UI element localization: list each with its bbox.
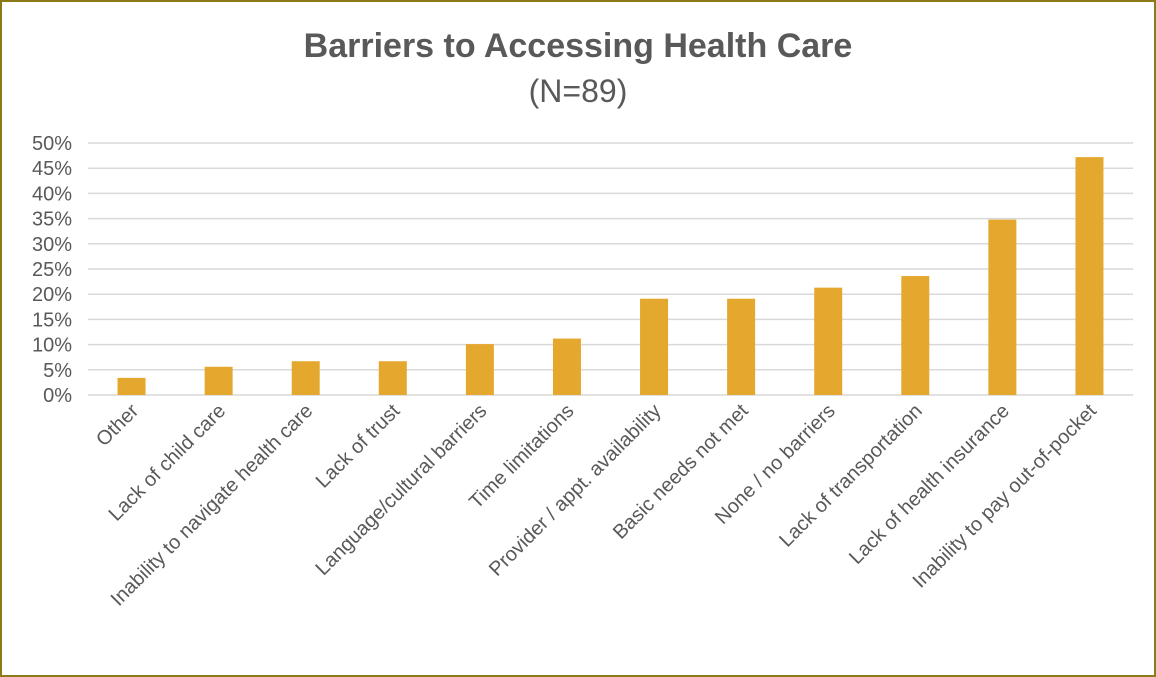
y-tick-label: 5% bbox=[43, 360, 72, 382]
y-tick-label: 50% bbox=[32, 133, 72, 155]
y-tick-label: 30% bbox=[32, 234, 72, 256]
y-tick-label: 15% bbox=[32, 309, 72, 331]
bar bbox=[117, 377, 146, 395]
y-tick-label: 10% bbox=[32, 335, 72, 357]
y-tick-label: 0% bbox=[43, 385, 72, 407]
chart-subtitle: (N=89) bbox=[528, 73, 628, 109]
y-tick-label: 25% bbox=[32, 259, 72, 281]
y-tick-label: 45% bbox=[32, 158, 72, 180]
y-tick-label: 40% bbox=[32, 183, 72, 205]
chart-title: Barriers to Accessing Health Care bbox=[303, 27, 853, 65]
x-category-label: Lack of trust bbox=[312, 400, 405, 493]
x-category-label: Other bbox=[92, 400, 143, 451]
y-tick-label: 20% bbox=[32, 284, 72, 306]
x-category-label: Lack of transportation bbox=[775, 400, 927, 552]
y-axis-tick-labels: 0% 5% 10% 15% 20% 25% 30% 35% 40% 45% 50% bbox=[32, 133, 72, 407]
bar bbox=[465, 344, 494, 395]
bar bbox=[814, 287, 843, 395]
bar bbox=[901, 276, 930, 395]
bar bbox=[204, 366, 233, 395]
bar bbox=[1075, 157, 1104, 395]
y-tick-label: 35% bbox=[32, 209, 72, 231]
bar bbox=[988, 219, 1017, 395]
bar bbox=[291, 361, 320, 395]
x-category-label: Inability to pay out-of-pocket bbox=[909, 400, 1102, 593]
bar bbox=[640, 298, 669, 395]
bar bbox=[727, 298, 756, 395]
gridlines bbox=[88, 142, 1133, 396]
bars bbox=[117, 157, 1104, 395]
x-category-label: Language/cultural barriers bbox=[312, 400, 492, 580]
x-category-label: Lack of health insurance bbox=[845, 400, 1014, 569]
x-category-label: Provider / appt. availability bbox=[485, 400, 666, 581]
bar bbox=[552, 338, 581, 395]
bar bbox=[378, 361, 407, 395]
